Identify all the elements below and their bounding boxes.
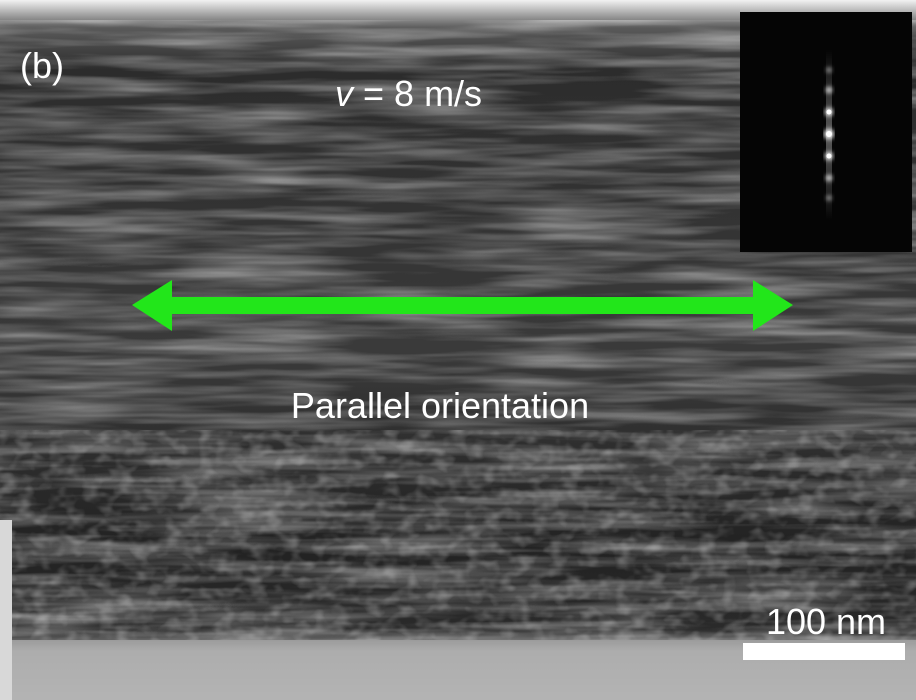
micrograph: (b) v = 8 m/s Parallel orientation 100 n… bbox=[0, 0, 916, 700]
velocity-text: = 8 m/s bbox=[363, 73, 482, 114]
edge bbox=[0, 520, 12, 700]
panel-label: (b) bbox=[20, 45, 64, 86]
scale-bar-label: 100 nm bbox=[766, 601, 886, 642]
scale-bar bbox=[743, 643, 905, 660]
velocity-label: v = 8 m/s bbox=[335, 73, 482, 114]
fft-inset bbox=[740, 12, 912, 252]
annotation: Parallel orientation bbox=[291, 385, 589, 426]
velocity-variable: v bbox=[335, 73, 355, 114]
page: (b) v = 8 m/s Parallel orientation 100 n… bbox=[0, 0, 916, 700]
